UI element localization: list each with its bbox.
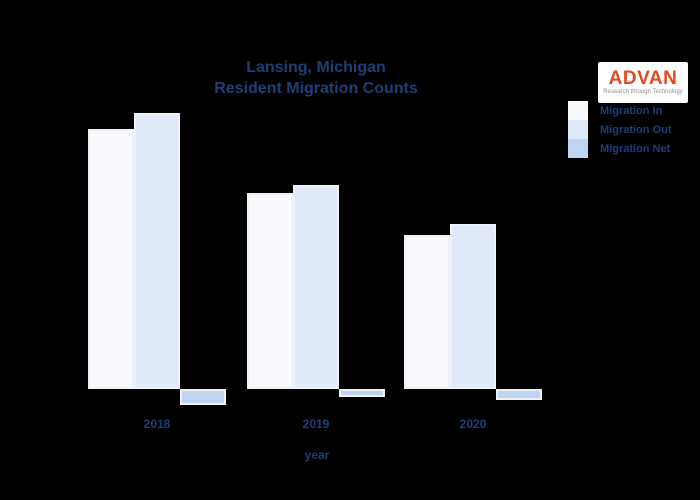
chart-title-line2: Resident Migration Counts — [214, 80, 418, 97]
bar-migration-net-2020 — [496, 389, 542, 400]
advan-logo: ADVAN Research through Technology — [598, 62, 688, 103]
legend-item-migration-net: Migration Net — [568, 139, 672, 158]
x-tick-label: 2018 — [143, 417, 171, 431]
bar-migration-net-2018 — [180, 389, 226, 405]
legend-swatch-migration-out — [568, 120, 588, 139]
bar-migration-out-2019 — [293, 185, 339, 389]
bar-migration-out-2018 — [134, 113, 180, 389]
legend-swatch-migration-net — [568, 139, 588, 158]
legend-label: Migration Out — [600, 123, 672, 136]
bar-migration-in-2020 — [404, 235, 450, 389]
bar-migration-out-2020 — [450, 224, 496, 389]
bar-migration-in-2019 — [247, 193, 293, 389]
chart-title-line1: Lansing, Michigan — [246, 59, 386, 76]
legend-item-migration-in: Migration In — [568, 101, 672, 120]
legend-label: Migration In — [600, 104, 663, 117]
bar-migration-net-2019 — [339, 389, 385, 397]
x-axis-label: year — [304, 448, 330, 462]
bar-migration-in-2018 — [88, 129, 134, 389]
advan-logo-tagline: Research through Technology — [603, 89, 683, 95]
chart-title: Lansing, Michigan Resident Migration Cou… — [0, 57, 632, 99]
legend-label: Migration Net — [600, 142, 671, 155]
x-tick-label: 2019 — [302, 417, 330, 431]
advan-logo-text: ADVAN — [608, 68, 678, 89]
legend: Migration In Migration Out Migration Net — [568, 101, 672, 158]
legend-item-migration-out: Migration Out — [568, 120, 672, 139]
legend-swatch-migration-in — [568, 101, 588, 120]
x-tick-label: 2020 — [459, 417, 487, 431]
